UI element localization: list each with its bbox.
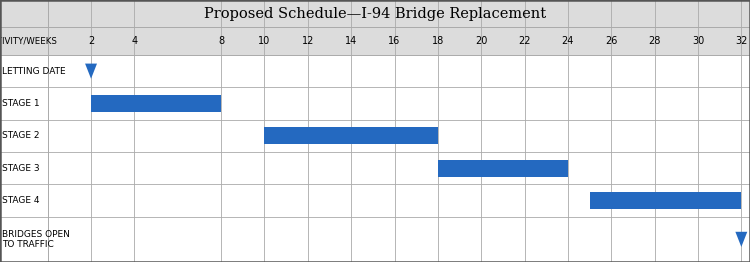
Text: 16: 16 (388, 36, 400, 46)
Bar (0, 28, 750, 55)
Text: STAGE 4: STAGE 4 (2, 196, 39, 205)
Text: 26: 26 (605, 36, 617, 46)
Bar (438, 160, 568, 177)
Text: BRIDGES OPEN
TO TRAFFIC: BRIDGES OPEN TO TRAFFIC (2, 230, 70, 249)
Bar (590, 192, 741, 209)
Text: 2: 2 (88, 36, 94, 46)
Bar (265, 127, 438, 144)
Text: 20: 20 (475, 36, 488, 46)
Text: 22: 22 (518, 36, 531, 46)
Text: STAGE 2: STAGE 2 (2, 131, 39, 140)
Bar (0, 0, 750, 28)
Text: STAGE 1: STAGE 1 (2, 99, 39, 108)
Text: 18: 18 (432, 36, 444, 46)
Text: LETTING DATE: LETTING DATE (2, 67, 65, 76)
Text: 28: 28 (649, 36, 661, 46)
Polygon shape (735, 232, 747, 247)
Polygon shape (85, 64, 97, 79)
Text: 24: 24 (562, 36, 574, 46)
Text: 8: 8 (218, 36, 224, 46)
Text: STAGE 3: STAGE 3 (2, 164, 39, 173)
Text: 30: 30 (692, 36, 704, 46)
Text: 32: 32 (735, 36, 748, 46)
Text: 4: 4 (131, 36, 137, 46)
Text: 10: 10 (258, 36, 271, 46)
Text: ACTIVITY/WEEKS: ACTIVITY/WEEKS (0, 37, 58, 46)
Text: 12: 12 (302, 36, 314, 46)
Text: 14: 14 (345, 36, 357, 46)
Bar (91, 95, 221, 112)
Text: Proposed Schedule—I-94 Bridge Replacement: Proposed Schedule—I-94 Bridge Replacemen… (204, 7, 546, 21)
